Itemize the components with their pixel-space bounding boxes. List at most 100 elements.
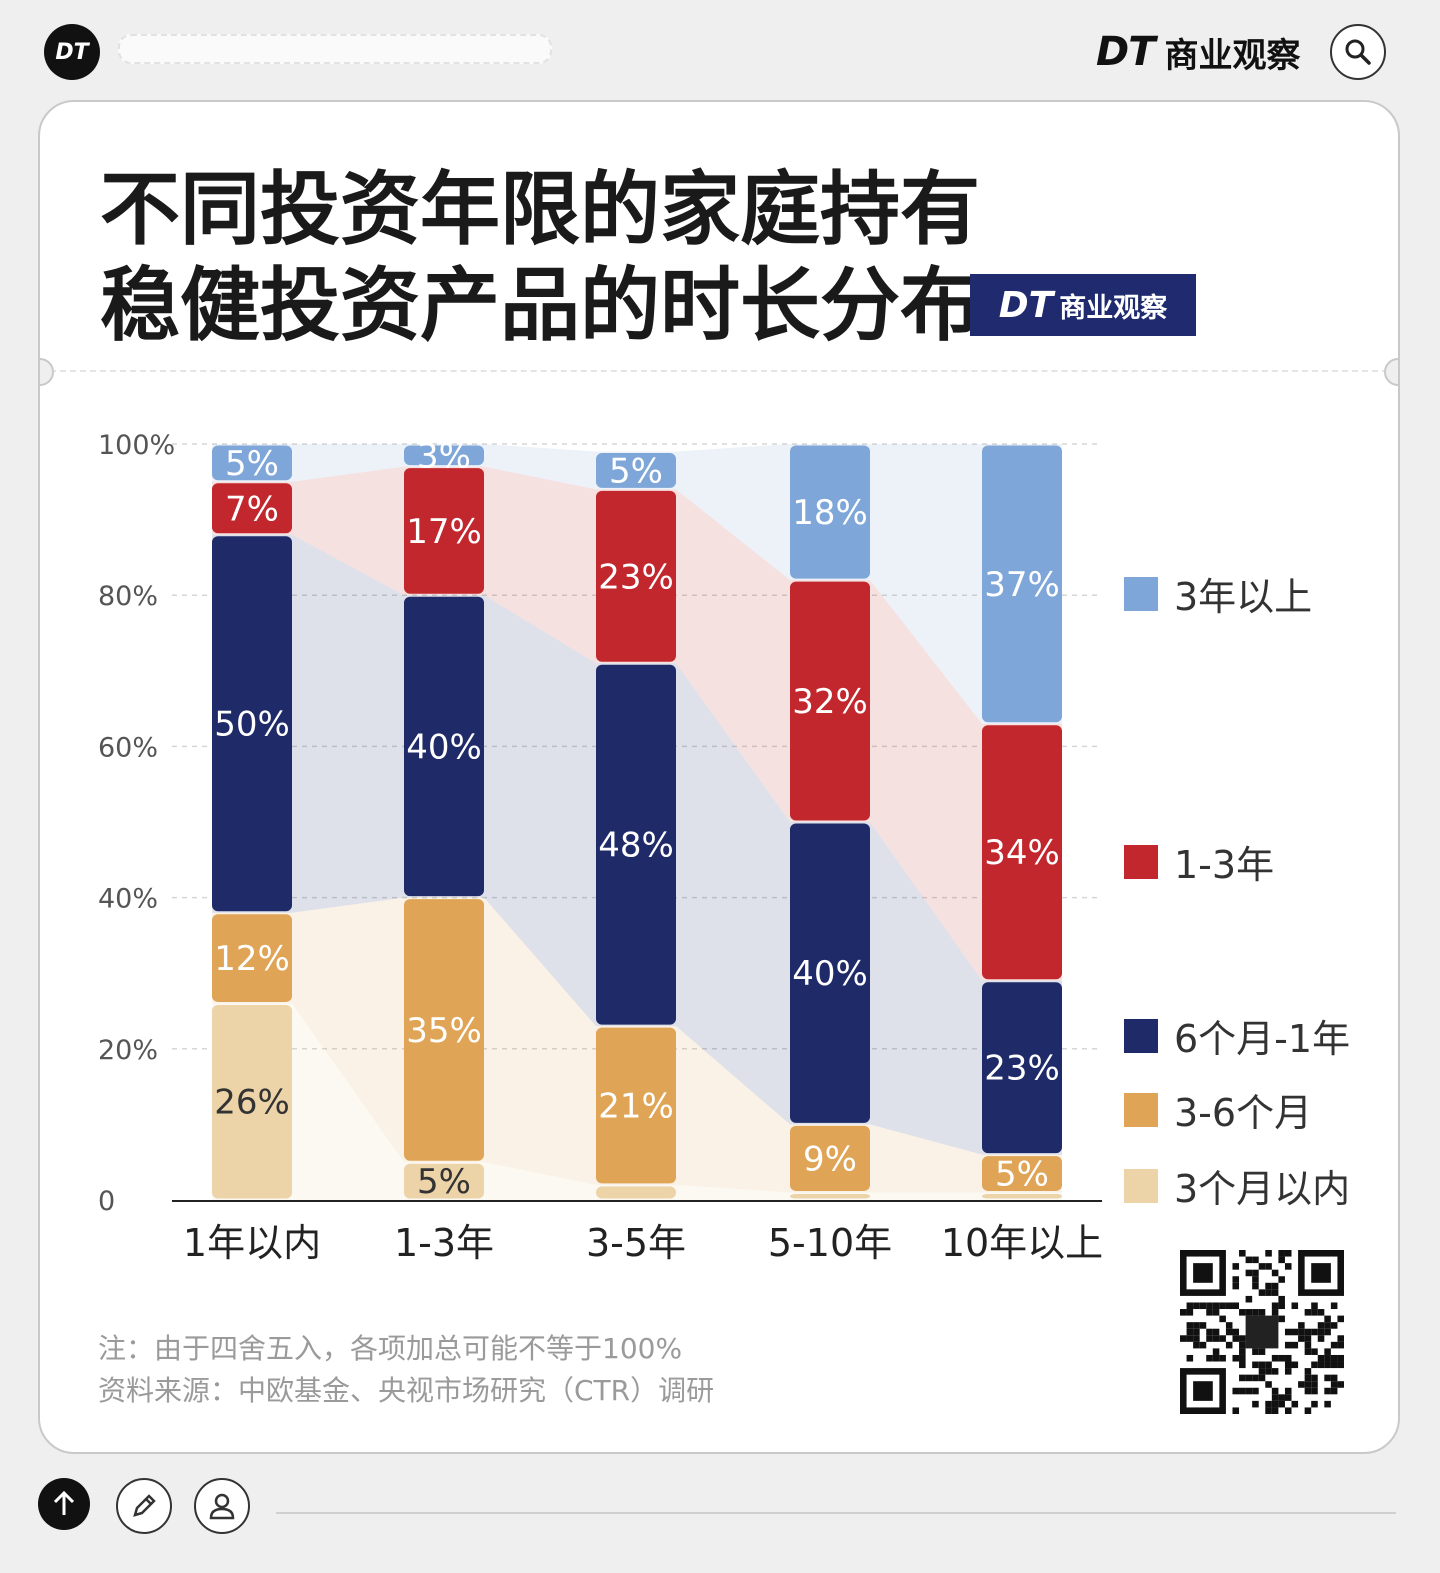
qr-module bbox=[1245, 1387, 1253, 1395]
qr-module bbox=[1265, 1289, 1272, 1296]
qr-module bbox=[1324, 1328, 1331, 1336]
qr-finder bbox=[1311, 1263, 1331, 1283]
qr-module bbox=[1278, 1302, 1285, 1310]
qr-module bbox=[1330, 1322, 1338, 1329]
qr-module bbox=[1265, 1407, 1272, 1414]
qr-module bbox=[1291, 1328, 1299, 1336]
title-line-1: 不同投资年限的家庭持有 bbox=[100, 163, 980, 256]
profile-button[interactable] bbox=[194, 1478, 250, 1534]
qr-module bbox=[1193, 1335, 1200, 1342]
qr-code[interactable] bbox=[1180, 1250, 1344, 1414]
qr-module bbox=[1239, 1341, 1246, 1349]
data-label: 32% bbox=[792, 682, 868, 722]
qr-module bbox=[1278, 1400, 1285, 1408]
qr-module bbox=[1291, 1361, 1299, 1369]
qr-module bbox=[1284, 1387, 1292, 1395]
qr-module bbox=[1239, 1250, 1246, 1257]
qr-module bbox=[1284, 1354, 1292, 1362]
search-bar[interactable] bbox=[118, 34, 552, 64]
qr-module bbox=[1271, 1269, 1279, 1277]
note-source: 资料来源：中欧基金、央视市场研究（CTR）调研 bbox=[98, 1374, 715, 1407]
qr-module bbox=[1212, 1335, 1220, 1342]
qr-module bbox=[1337, 1381, 1344, 1388]
bar-segment bbox=[596, 1027, 676, 1184]
qr-module bbox=[1212, 1348, 1220, 1355]
qr-module bbox=[1311, 1361, 1318, 1369]
qr-module bbox=[1232, 1335, 1240, 1342]
qr-module bbox=[1324, 1322, 1331, 1329]
data-label: 34% bbox=[984, 833, 1060, 873]
qr-module bbox=[1252, 1374, 1259, 1382]
x-tick-label: 10年以上 bbox=[941, 1221, 1103, 1265]
data-label: 23% bbox=[984, 1049, 1060, 1089]
qr-module bbox=[1304, 1407, 1312, 1414]
qr-module bbox=[1252, 1387, 1259, 1395]
qr-module bbox=[1271, 1368, 1279, 1375]
data-label: 5% bbox=[225, 444, 279, 484]
bar-segment bbox=[790, 445, 870, 579]
series-band bbox=[212, 1003, 1062, 1200]
qr-module bbox=[1278, 1354, 1285, 1362]
scroll-top-button[interactable] bbox=[38, 1478, 90, 1530]
data-label: 23% bbox=[598, 557, 674, 597]
qr-finder bbox=[1193, 1381, 1213, 1401]
legend-label: 6个月-1年 bbox=[1174, 1017, 1351, 1061]
x-tick-label: 3-5年 bbox=[586, 1221, 686, 1265]
qr-module bbox=[1245, 1374, 1253, 1382]
qr-module bbox=[1317, 1309, 1325, 1316]
data-label: 7% bbox=[225, 489, 279, 529]
data-label: 5% bbox=[609, 451, 663, 491]
data-label: 40% bbox=[792, 954, 868, 994]
qr-module bbox=[1298, 1322, 1305, 1329]
note-rounding: 注：由于四舍五入，各项加总可能不等于100% bbox=[98, 1332, 683, 1365]
qr-module bbox=[1284, 1250, 1292, 1257]
qr-module bbox=[1278, 1276, 1285, 1283]
qr-module bbox=[1206, 1309, 1213, 1316]
search-button[interactable] bbox=[1330, 24, 1386, 80]
qr-module bbox=[1219, 1335, 1226, 1342]
qr-module bbox=[1265, 1400, 1272, 1408]
qr-module bbox=[1180, 1309, 1187, 1316]
bar-segment bbox=[404, 468, 484, 594]
qr-module bbox=[1186, 1354, 1194, 1362]
qr-module bbox=[1265, 1250, 1272, 1257]
qr-module bbox=[1271, 1400, 1279, 1408]
qr-module bbox=[1298, 1328, 1305, 1336]
qr-module bbox=[1252, 1400, 1259, 1408]
qr-module bbox=[1311, 1348, 1318, 1355]
qr-module bbox=[1239, 1387, 1246, 1395]
legend-item: 3-6个月 bbox=[1124, 1082, 1312, 1137]
qr-module bbox=[1245, 1269, 1253, 1277]
legend-label: 3个月以内 bbox=[1174, 1167, 1351, 1211]
qr-module bbox=[1304, 1387, 1312, 1395]
qr-module bbox=[1239, 1374, 1246, 1382]
qr-module bbox=[1199, 1341, 1207, 1349]
qr-module bbox=[1324, 1354, 1331, 1362]
edit-button[interactable] bbox=[116, 1478, 172, 1534]
qr-module bbox=[1330, 1341, 1338, 1349]
legend-label: 3-6个月 bbox=[1174, 1091, 1313, 1135]
chart-title: 不同投资年限的家庭持有 稳健投资产品的时长分布 bbox=[100, 162, 980, 354]
qr-module bbox=[1225, 1302, 1233, 1310]
qr-module bbox=[1258, 1361, 1266, 1369]
bar-segment bbox=[790, 581, 870, 821]
legend-swatch bbox=[1124, 844, 1158, 879]
qr-finder bbox=[1193, 1263, 1213, 1283]
data-label: 17% bbox=[406, 512, 482, 552]
qr-module bbox=[1239, 1335, 1246, 1342]
y-tick-label: 100% bbox=[98, 430, 175, 461]
qr-module bbox=[1324, 1387, 1331, 1395]
data-label: 26% bbox=[214, 1083, 290, 1123]
qr-module bbox=[1239, 1348, 1246, 1355]
legend-item: 3年以上 bbox=[1124, 566, 1312, 621]
bar-segment bbox=[982, 445, 1062, 723]
qr-module bbox=[1258, 1289, 1266, 1296]
app-logo[interactable]: DT bbox=[44, 24, 100, 80]
qr-module bbox=[1271, 1407, 1279, 1414]
qr-module bbox=[1212, 1328, 1220, 1336]
y-tick-label: 40% bbox=[98, 884, 158, 915]
qr-module bbox=[1219, 1302, 1226, 1310]
qr-module bbox=[1337, 1354, 1344, 1362]
qr-module bbox=[1271, 1354, 1279, 1362]
qr-module bbox=[1278, 1295, 1285, 1303]
